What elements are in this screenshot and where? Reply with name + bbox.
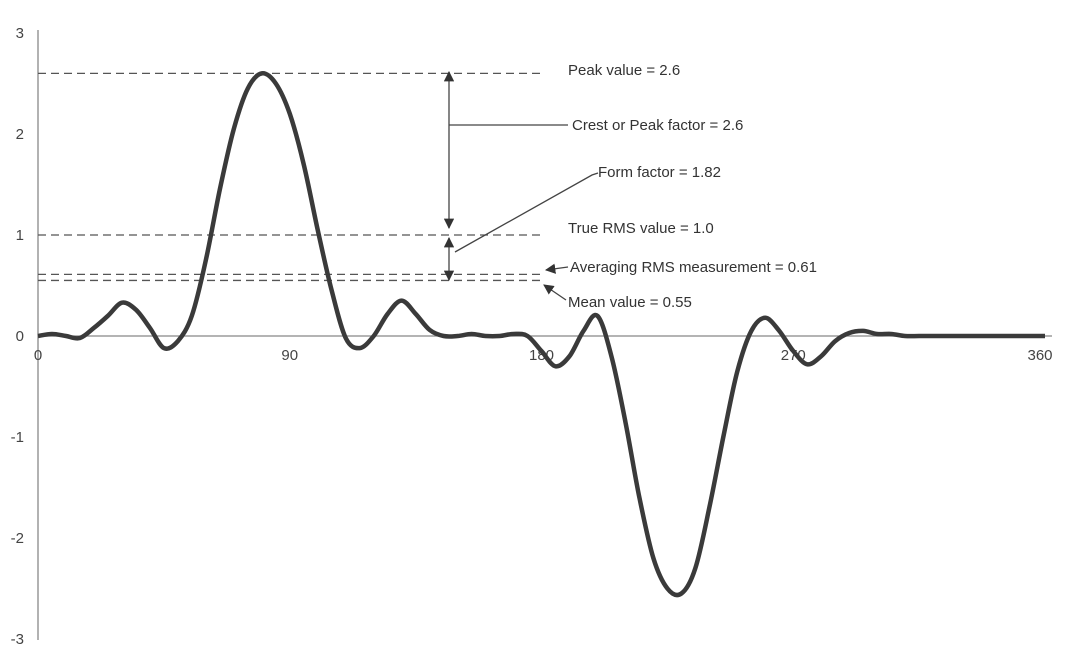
y-tick-label: 2 [16,126,24,143]
y-tick-label: 1 [16,227,24,244]
form-factor-label: Form factor = 1.82 [598,164,721,181]
reference-lines [38,72,540,282]
averaging-rms-leader [544,263,569,274]
x-tick-label: 0 [34,347,42,364]
x-tick-label: 90 [281,347,298,364]
y-tick-label: -1 [11,429,24,446]
y-tick-labels: 3 2 1 0 -1 -2 -3 [11,25,24,648]
y-tick-label: 3 [16,25,24,42]
crest-factor-label: Crest or Peak factor = 2.6 [572,117,743,134]
x-tick-label: 360 [1027,347,1052,364]
y-tick-label: 0 [16,328,24,345]
mean-value-label: Mean value = 0.55 [568,294,692,311]
true-rms-label: True RMS value = 1.0 [568,220,714,237]
peak-value-label: Peak value = 2.6 [568,62,680,79]
mean-value-leader [543,284,567,301]
averaging-rms-label: Averaging RMS measurement = 0.61 [570,259,817,276]
form-factor-leader [454,172,599,253]
waveform-series-line [37,71,1045,598]
y-tick-label: -3 [11,631,24,648]
y-tick-label: -2 [11,530,24,547]
